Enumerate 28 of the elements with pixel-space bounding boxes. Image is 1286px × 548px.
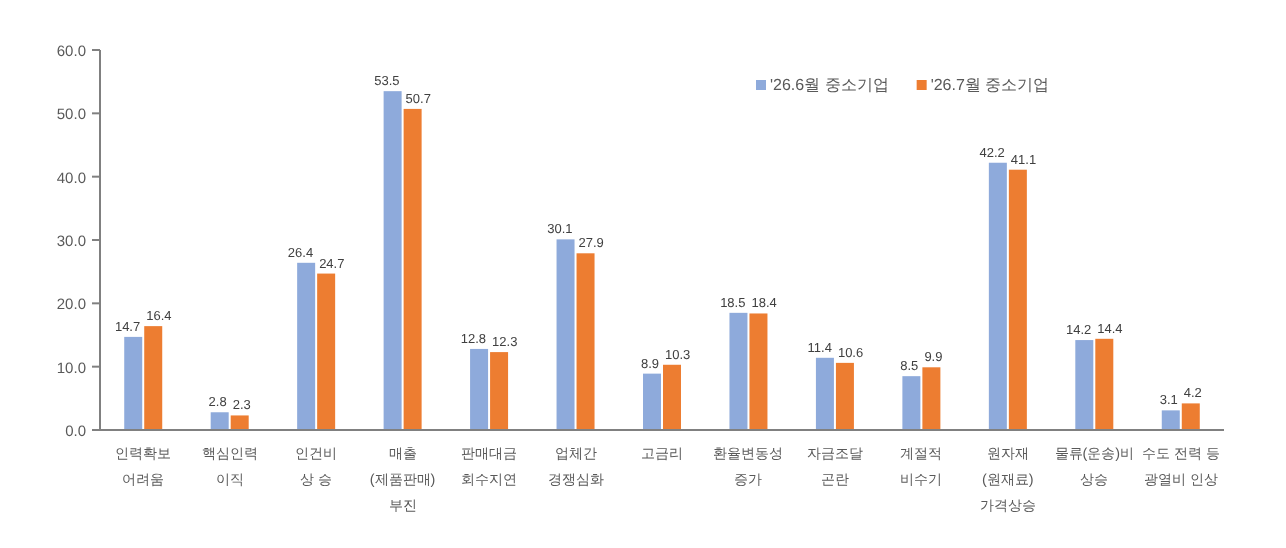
bar [1181,403,1200,430]
bar [490,352,509,430]
bar [403,108,422,430]
bar [643,373,661,430]
bar [729,312,748,430]
bar [749,313,768,430]
bar [144,326,163,430]
bar [1075,340,1094,430]
legend-label: '26.7월 중소기업 [930,76,1050,94]
bar [815,357,834,430]
bar [576,253,595,430]
bar [556,239,575,430]
legend-label: '26.6월 중소기업 [770,76,889,94]
bar [988,162,1007,430]
bar [922,367,941,430]
bar [317,273,336,430]
bar [1161,410,1180,430]
bar [902,376,921,430]
bar [297,262,316,430]
bar [124,336,143,430]
bar [1008,169,1027,430]
bar [470,348,489,430]
bar [835,362,854,430]
bar [663,364,681,430]
bar [1095,338,1114,430]
bar [210,412,229,430]
bar [230,415,249,430]
bar [383,91,402,430]
